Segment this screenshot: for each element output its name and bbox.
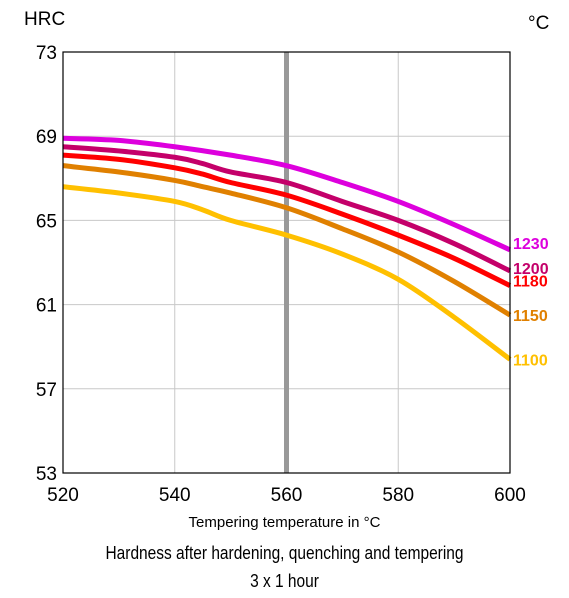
y-tick-label-53: 53 <box>36 464 57 485</box>
series-label-1100: 1100 <box>513 352 548 369</box>
x-tick-label-520: 520 <box>47 485 79 506</box>
series-line-1180 <box>62 152 512 288</box>
series-label-1180: 1180 <box>513 274 548 291</box>
y-tick-label-69: 69 <box>36 127 57 148</box>
y-tick-label-73: 73 <box>36 43 57 64</box>
chart-caption-line-1: Hardness after hardening, quenching and … <box>105 543 464 563</box>
x-tick-label-580: 580 <box>382 485 414 506</box>
y-tick-label-57: 57 <box>36 380 57 401</box>
series-lines <box>62 135 512 362</box>
plot-frame <box>62 51 511 474</box>
tick-labels: 520 540 560 580 600 53 57 61 65 69 73 <box>36 43 526 506</box>
series-line-1230 <box>62 135 512 253</box>
y-unit-label: HRC <box>24 9 65 30</box>
x-tick-label-560: 560 <box>271 485 303 506</box>
series-label-1230: 1230 <box>513 236 549 253</box>
chart-caption-line-2: 3 x 1 hour <box>250 571 319 591</box>
x-axis-label: Tempering temperature in °C <box>188 514 381 531</box>
series-unit-label: °C <box>528 13 549 34</box>
y-tick-label-61: 61 <box>36 296 57 317</box>
series-line-1200 <box>62 144 512 274</box>
x-tick-label-540: 540 <box>159 485 191 506</box>
y-tick-label-65: 65 <box>36 211 57 232</box>
x-tick-label-600: 600 <box>494 485 526 506</box>
series-line-1150 <box>62 163 512 318</box>
series-line-1100 <box>62 184 512 362</box>
series-label-1150: 1150 <box>513 308 548 325</box>
series-label-1200: 1200 <box>513 261 549 278</box>
